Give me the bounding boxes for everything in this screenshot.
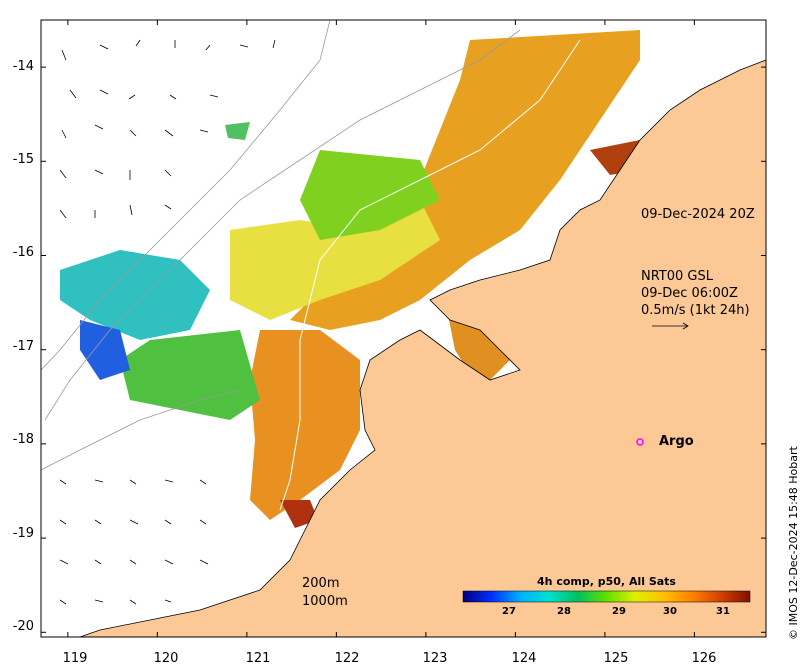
x-tick-label: 123 bbox=[422, 651, 448, 666]
x-tick-label: 122 bbox=[334, 651, 360, 666]
sst-green-west bbox=[120, 330, 260, 420]
x-tick-label: 125 bbox=[603, 651, 629, 666]
argo-label: Argo bbox=[659, 434, 694, 449]
timestamp-label: 09-Dec-2024 20Z bbox=[641, 207, 755, 222]
land-mass bbox=[79, 59, 766, 637]
plot-frame bbox=[40, 19, 767, 638]
isobath-west bbox=[41, 389, 241, 471]
y-tick-label: -16 bbox=[12, 245, 34, 260]
x-tick-label: 124 bbox=[511, 651, 537, 666]
sst-cyan bbox=[60, 250, 210, 340]
tick-marks bbox=[41, 20, 766, 637]
y-tick-label: -17 bbox=[12, 339, 34, 354]
sst-field bbox=[60, 30, 640, 528]
current-vectors bbox=[59, 39, 689, 605]
y-tick-label: -19 bbox=[12, 526, 34, 541]
y-tick-label: -18 bbox=[12, 432, 34, 447]
y-tick-label: -20 bbox=[12, 619, 34, 634]
credit-label: © IMOS 12-Dec-2024 15:48 Hobart bbox=[787, 446, 800, 640]
track-line bbox=[279, 39, 581, 511]
colorbar-tick: 27 bbox=[502, 606, 516, 617]
colorbar-tick: 30 bbox=[663, 606, 677, 617]
sst-green-mid bbox=[300, 150, 440, 240]
argo-marker bbox=[636, 438, 644, 446]
y-tick-label: -14 bbox=[12, 59, 34, 74]
x-tick-label: 120 bbox=[153, 651, 179, 666]
sst-green-spot bbox=[225, 122, 250, 140]
current-source-label: NRT00 GSL bbox=[641, 269, 713, 284]
colorbar bbox=[462, 590, 751, 603]
x-tick-label: 119 bbox=[62, 651, 88, 666]
colorbar-tick: 31 bbox=[716, 606, 730, 617]
sst-yellow bbox=[230, 200, 440, 320]
x-tick-label: 121 bbox=[245, 651, 271, 666]
sst-orange-south bbox=[250, 330, 360, 520]
depth-1000-label: 1000m bbox=[302, 594, 348, 609]
y-tick-label: -15 bbox=[12, 152, 34, 167]
depth-200-label: 200m bbox=[302, 576, 340, 591]
isobath-1000 bbox=[41, 20, 331, 371]
sst-red-patch bbox=[280, 500, 318, 528]
current-scale-label: 0.5m/s (1kt 24h) bbox=[641, 303, 750, 318]
sst-blue bbox=[80, 320, 130, 380]
current-time-label: 09-Dec 06:00Z bbox=[641, 286, 738, 301]
colorbar-bar bbox=[462, 590, 751, 603]
colorbar-title: 4h comp, p50, All Sats bbox=[537, 575, 676, 588]
x-tick-label: 126 bbox=[691, 651, 717, 666]
isobath-200 bbox=[44, 29, 521, 421]
colorbar-tick: 28 bbox=[557, 606, 571, 617]
colorbar-tick: 29 bbox=[612, 606, 626, 617]
scale-arrow bbox=[652, 322, 689, 330]
